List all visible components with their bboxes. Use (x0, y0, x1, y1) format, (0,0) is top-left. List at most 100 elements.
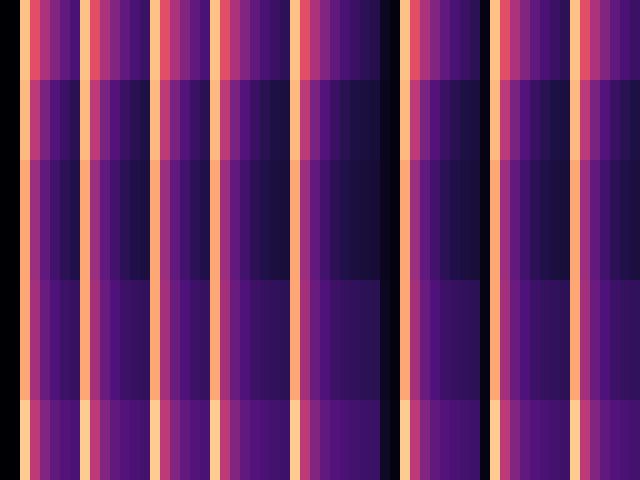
cell (390, 80, 401, 121)
cell (470, 40, 481, 81)
cell (350, 200, 361, 241)
cell (220, 0, 231, 41)
cell (450, 160, 461, 201)
cell (30, 80, 41, 121)
cells (0, 0, 640, 480)
cell (90, 0, 101, 41)
cell (590, 40, 601, 81)
cell (260, 360, 271, 401)
cell (260, 440, 271, 480)
cell (120, 400, 131, 441)
cell (430, 320, 441, 361)
cell (40, 400, 51, 441)
cell (330, 440, 341, 480)
cell (170, 280, 181, 321)
cell (460, 360, 471, 401)
cell (460, 280, 471, 321)
cell (240, 160, 251, 201)
cell (10, 320, 21, 361)
cell (10, 120, 21, 161)
cell (10, 360, 21, 401)
cell (420, 0, 431, 41)
cell (320, 40, 331, 81)
cell (600, 0, 611, 41)
cell (110, 0, 121, 41)
cell (530, 80, 541, 121)
cell (10, 0, 21, 41)
cell (580, 200, 591, 241)
cell (250, 360, 261, 401)
cell (40, 160, 51, 201)
cell (350, 160, 361, 201)
cell (620, 320, 631, 361)
cell (390, 160, 401, 201)
cell (450, 0, 461, 41)
cell (10, 40, 21, 81)
cell (230, 320, 241, 361)
cell (310, 80, 321, 121)
cell (30, 120, 41, 161)
cell (440, 400, 451, 441)
cell (300, 200, 311, 241)
cell (70, 80, 81, 121)
cell (120, 320, 131, 361)
cell (430, 360, 441, 401)
cell (200, 160, 211, 201)
cell (160, 400, 171, 441)
cell (580, 0, 591, 41)
cell (240, 320, 251, 361)
cell (210, 240, 221, 281)
cell (70, 120, 81, 161)
cell (400, 440, 411, 480)
cell (240, 40, 251, 81)
cell (190, 160, 201, 201)
cell (70, 280, 81, 321)
cell (250, 40, 261, 81)
cell (400, 200, 411, 241)
cell (300, 0, 311, 41)
cell (180, 280, 191, 321)
cell (440, 280, 451, 321)
cell (630, 80, 640, 121)
cell (600, 280, 611, 321)
cell (500, 120, 511, 161)
cell (620, 440, 631, 480)
cell (100, 200, 111, 241)
cell (590, 400, 601, 441)
cell (450, 240, 461, 281)
cell (400, 120, 411, 161)
cell (90, 400, 101, 441)
cell (350, 320, 361, 361)
cell (590, 440, 601, 480)
cell (240, 120, 251, 161)
cell (420, 120, 431, 161)
cell (260, 40, 271, 81)
cell (240, 280, 251, 321)
cell (610, 0, 621, 41)
cell (550, 360, 561, 401)
cell (120, 160, 131, 201)
cell (130, 280, 141, 321)
cell (150, 400, 161, 441)
cell (110, 40, 121, 81)
cell (540, 120, 551, 161)
cell (380, 200, 391, 241)
cell (590, 200, 601, 241)
cell (490, 360, 501, 401)
cell (550, 280, 561, 321)
cell (450, 360, 461, 401)
cell (200, 360, 211, 401)
cell (330, 400, 341, 441)
cell (470, 440, 481, 480)
cell (0, 400, 11, 441)
cell (110, 400, 121, 441)
cell (610, 400, 621, 441)
cell (450, 280, 461, 321)
cell (490, 0, 501, 41)
cell (350, 280, 361, 321)
cell (500, 280, 511, 321)
cell (290, 120, 301, 161)
cell (230, 120, 241, 161)
cell (90, 40, 101, 81)
cell (420, 360, 431, 401)
